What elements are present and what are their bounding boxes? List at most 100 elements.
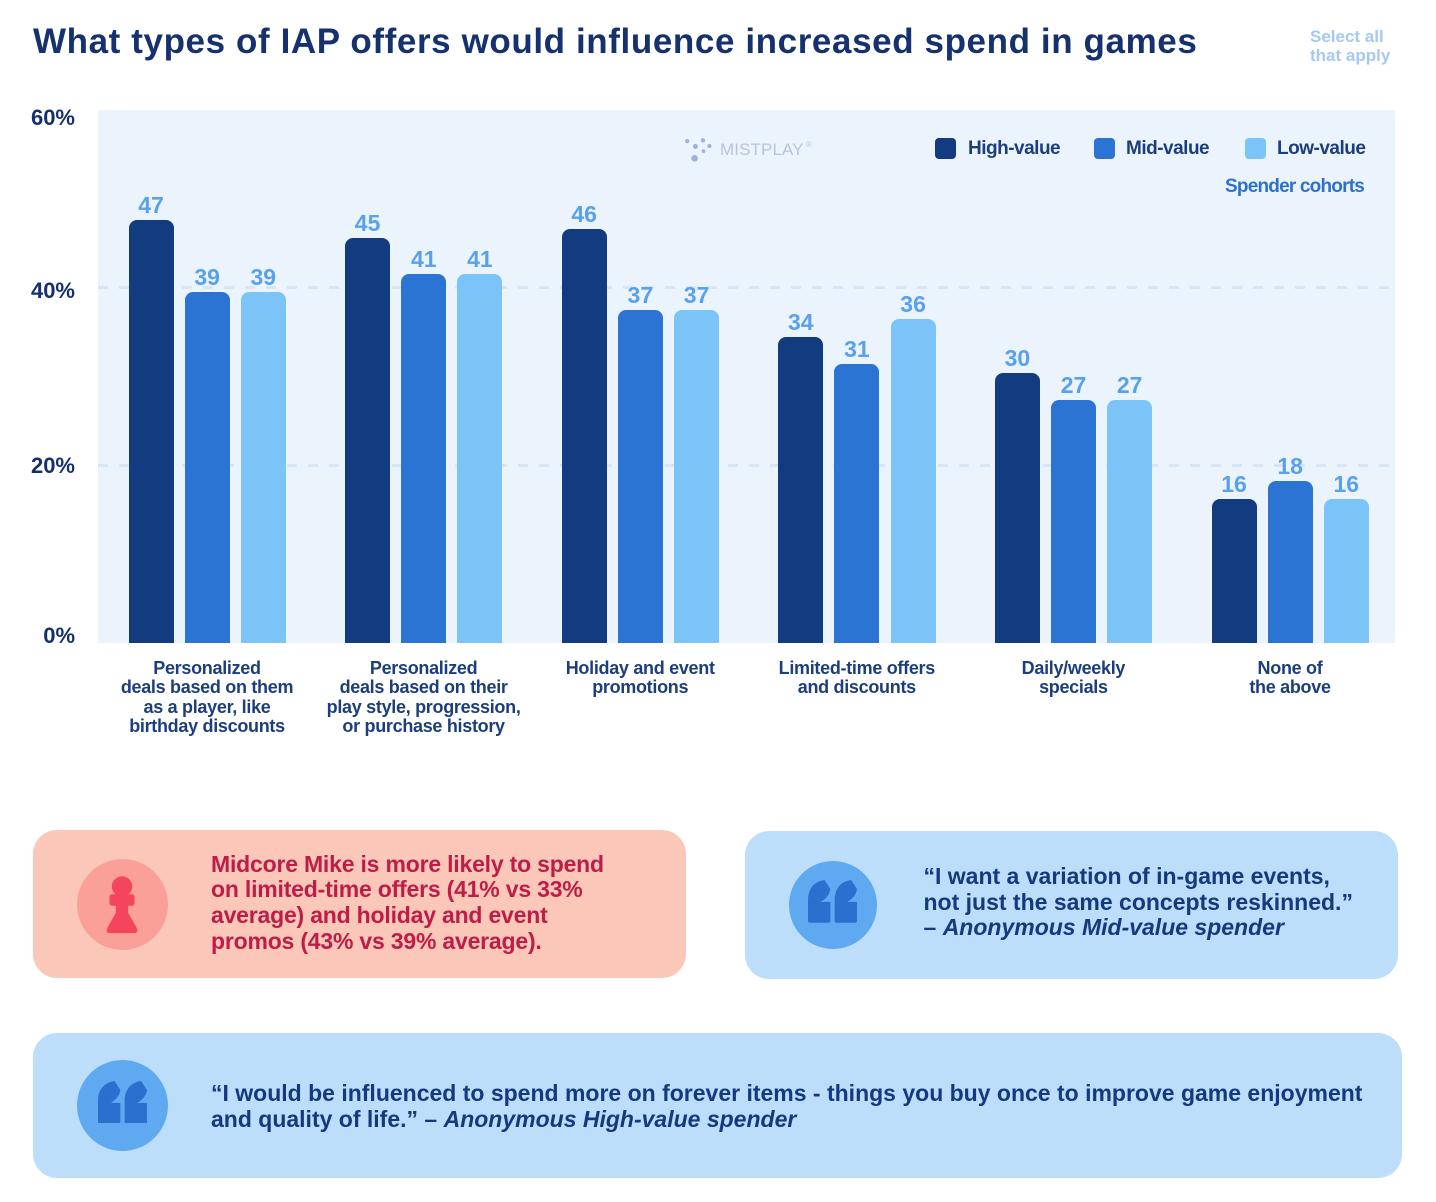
callout-persona: Midcore Mike is more likely to spend on …	[33, 830, 686, 978]
bar-high-value-daily-weekly-specials	[994, 373, 1040, 643]
category-label-line: Daily/weekly	[1021, 658, 1126, 678]
quote-icon	[97, 1080, 147, 1124]
quote-icon	[808, 880, 857, 923]
category-label-line: birthday discounts	[129, 716, 285, 737]
bar-value-label: 16	[1221, 471, 1247, 497]
bar-value-label: 39	[250, 264, 277, 290]
bar-high-value-limited-time-offers-and-discounts	[778, 337, 824, 643]
bar-mid-value-none-of-the-above	[1267, 481, 1313, 643]
bar-value-label: 47	[138, 192, 164, 218]
bar-value-label: 31	[844, 336, 870, 362]
pawn-icon	[106, 875, 138, 933]
legend-swatch-high-value	[935, 138, 956, 159]
gridline-20pct	[98, 464, 1395, 467]
persona-icon-circle	[76, 858, 168, 950]
bar-low-value-personalized-deals-based-on-them-as-a-pl	[240, 292, 286, 643]
bar-high-value-holiday-and-event-promotions	[561, 229, 607, 643]
bar-value-label: 46	[571, 201, 597, 227]
bar-value-label: 41	[467, 246, 493, 272]
quote-text-segment: and quality of life.” –	[211, 1106, 444, 1133]
quote-icon-circle	[76, 1059, 168, 1151]
category-label-line: Personalized	[153, 658, 261, 678]
legend-label: Low-value	[1277, 138, 1366, 159]
select-all-note: Select all that apply	[1310, 27, 1390, 65]
category-label-line: promotions	[592, 677, 689, 698]
callout-quote-mid-value: “I want a variation of in-game events, n…	[745, 831, 1398, 979]
category-label-personalized-deals-based-on-their-play-s: Personalized deals based on their play sty…	[315, 658, 532, 737]
select-all-note-line: Select all	[1310, 27, 1384, 46]
bar-value-label: 39	[194, 264, 220, 290]
quote-text-line: “I would be influenced to spend more on …	[211, 1080, 1363, 1107]
category-label-line: and discounts	[797, 677, 916, 698]
y-axis-tick-0%: 0%	[43, 623, 75, 648]
bar-mid-value-personalized-deals-based-on-them-as-a-pl	[184, 292, 230, 643]
bar-low-value-holiday-and-event-promotions	[674, 310, 719, 643]
bar-value-label: 37	[627, 282, 654, 308]
bar-mid-value-personalized-deals-based-on-their-play-s	[401, 274, 447, 643]
bar-high-value-personalized-deals-based-on-their-play-s	[345, 238, 391, 643]
bar-value-label: 36	[900, 291, 926, 317]
mistplay-watermark: MISTPLAY ®	[684, 136, 824, 164]
category-label-personalized-deals-based-on-them-as-a-pl: Personalized deals based on them as a play…	[99, 658, 316, 737]
quote-mid-text: “I want a variation of in-game events, n…	[923, 863, 1353, 941]
quote-icon-circle	[788, 860, 877, 949]
bar-value-label: 34	[788, 309, 814, 335]
legend-swatch-low-value	[1245, 138, 1266, 159]
bar-value-label: 16	[1333, 471, 1360, 497]
quote-attribution: Anonymous Mid-value spender	[942, 914, 1284, 941]
quote-high-text: “I would be influenced to spend more on …	[211, 1080, 1362, 1132]
persona-text-line: promos (43% vs 39% average).	[211, 927, 542, 954]
category-label-holiday-and-event-promotions: Holiday and event promotions	[532, 658, 749, 698]
bar-value-label: 45	[354, 210, 381, 236]
bar-value-label: 27	[1060, 372, 1087, 398]
persona-text-line: Midcore Mike is more likely to spend	[211, 850, 604, 877]
bar-mid-value-daily-weekly-specials	[1051, 400, 1097, 643]
category-label-line: None of	[1257, 658, 1323, 678]
category-label-line: Personalized	[369, 658, 478, 678]
quote-attribution-line: and quality of life.” – Anonymous High-v…	[211, 1106, 1362, 1132]
bar-low-value-personalized-deals-based-on-their-play-s	[457, 274, 503, 643]
attribution-dash: –	[923, 914, 943, 941]
category-label-line: specials	[1039, 677, 1108, 698]
legend-label: High-value	[968, 138, 1061, 159]
category-label-limited-time-offers-and-discounts: Limited-time offers and discounts	[748, 658, 965, 698]
registered-trademark-icon: ®	[806, 140, 812, 149]
legend-swatch-mid-value	[1094, 138, 1115, 159]
category-label-line: or purchase history	[342, 716, 505, 737]
legend-caption: Spender cohorts	[1225, 176, 1365, 197]
persona-text-line: average) and holiday and event	[211, 902, 548, 929]
select-all-note-line: that apply	[1310, 46, 1391, 66]
quote-text-line: not just the same concepts reskinned.”	[923, 888, 1353, 915]
bar-low-value-none-of-the-above	[1323, 499, 1369, 643]
y-axis-tick-20%: 20%	[30, 453, 75, 479]
y-axis-tick-40%: 40%	[30, 277, 75, 303]
persona-text-line: on limited-time offers (41% vs 33%	[211, 876, 583, 903]
bar-value-label: 37	[683, 282, 710, 308]
legend-label: Mid-value	[1126, 138, 1210, 159]
quote-text-line: “I want a variation of in-game events,	[923, 863, 1330, 889]
category-label-line: play style, progression,	[326, 696, 521, 717]
bar-high-value-none-of-the-above	[1211, 499, 1257, 643]
page-title: What types of IAP offers would influence…	[33, 22, 1198, 61]
mistplay-logo-icon	[685, 138, 712, 162]
category-label-line: deals based on their	[339, 677, 508, 698]
persona-callout-text: Midcore Mike is more likely to spend on …	[211, 850, 604, 955]
bar-value-label: 41	[410, 246, 437, 272]
y-axis-tick-60%: 60%	[30, 105, 75, 130]
quote-attribution-line: – Anonymous Mid-value spender	[924, 915, 1353, 941]
category-label-line: Limited-time offers	[778, 658, 936, 678]
category-label-line: as a player, like	[143, 696, 271, 717]
bar-value-label: 30	[1004, 345, 1031, 371]
gridline-40pct	[98, 286, 1395, 289]
bar-mid-value-limited-time-offers-and-discounts	[834, 364, 880, 643]
category-label-none-of-the-above: None of the above	[1182, 658, 1399, 698]
category-label-line: deals based on them	[120, 677, 294, 698]
quote-attribution: Anonymous High-value spender	[443, 1106, 797, 1133]
mistplay-wordmark: MISTPLAY	[720, 140, 804, 159]
bar-value-label: 18	[1277, 453, 1303, 479]
category-label-line: the above	[1249, 677, 1331, 698]
chart-plot-area: MISTPLAY ® High-value Mid-value Low-value …	[98, 110, 1395, 643]
bar-value-label: 27	[1116, 372, 1143, 398]
callout-quote-high-value: “I would be influenced to spend more on …	[33, 1033, 1402, 1178]
